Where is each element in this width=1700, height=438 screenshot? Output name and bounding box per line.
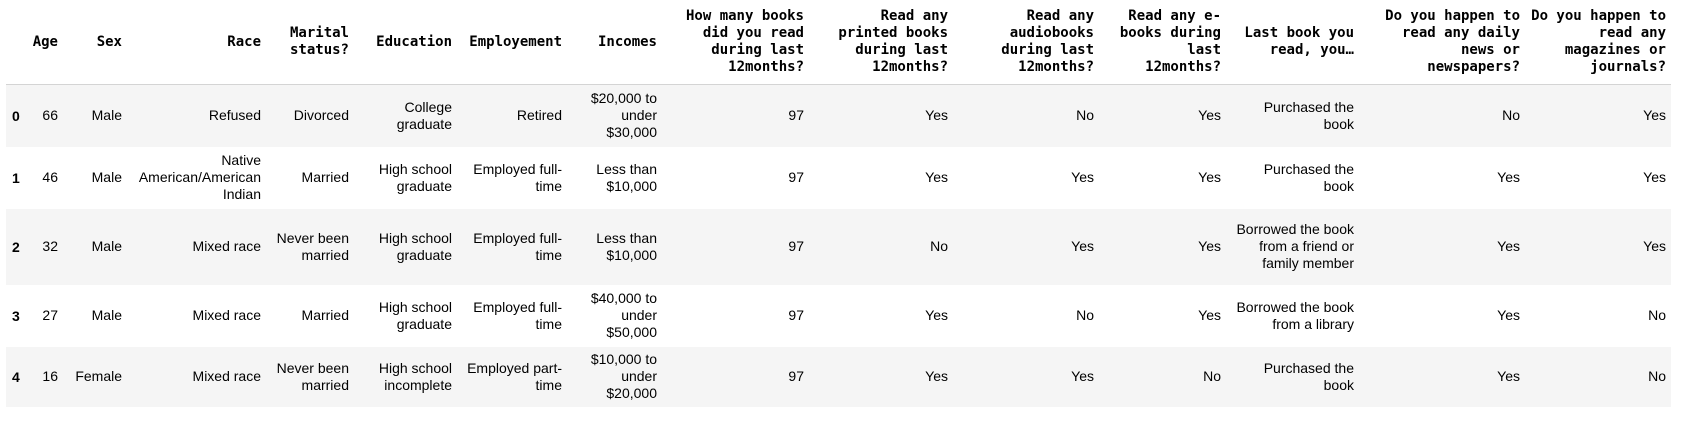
cell-audiobooks: No [1076, 107, 1094, 124]
dataframe-table: Age Sex Race Marital status? Education E… [6, 6, 1671, 407]
cell-ebooks: Yes [1198, 169, 1221, 185]
cell-audiobooks: Yes [1071, 368, 1094, 384]
cell-sex: Male [91, 107, 122, 124]
cell-last-book: Purchased the book [1263, 359, 1354, 393]
cell-daily-news: Yes [1497, 368, 1520, 384]
cell-audiobooks: Yes [1071, 169, 1094, 185]
cell-last-book: Borrowed the book from a library [1236, 298, 1354, 332]
cell-employement: Employed part-time [467, 359, 562, 393]
column-header-marital-status: Marital status? [266, 6, 354, 85]
cell-race: Refused [208, 107, 261, 124]
cell-daily-news: Yes [1497, 238, 1520, 254]
cell-daily-news: Yes [1497, 169, 1520, 185]
cell-employement: Retired [516, 107, 562, 124]
table-row: 4 16 Female Mixed race Never been marrie… [6, 346, 1671, 407]
cell-magazines: Yes [1643, 169, 1666, 185]
cell-incomes: Less than $10,000 [596, 229, 657, 263]
cell-employement: Employed full-time [473, 229, 562, 263]
cell-magazines: No [1648, 307, 1666, 323]
cell-sex: Female [75, 368, 122, 384]
cell-books-read: 97 [788, 238, 804, 254]
column-header-education: Education [354, 6, 457, 85]
cell-ebooks: Yes [1198, 107, 1221, 124]
cell-education: High school graduate [378, 160, 452, 194]
cell-last-book: Purchased the book [1263, 98, 1354, 132]
cell-education: High school graduate [378, 298, 452, 332]
cell-daily-news: Yes [1497, 307, 1520, 323]
cell-magazines: Yes [1643, 238, 1666, 254]
cell-marital-status: Never been married [276, 229, 349, 263]
cell-last-book: Borrowed the book from a friend or famil… [1236, 221, 1354, 271]
cell-printed-books: Yes [925, 169, 948, 185]
cell-magazines: No [1648, 368, 1666, 384]
cell-marital-status: Married [301, 169, 349, 185]
column-header-incomes: Incomes [567, 6, 662, 85]
cell-race: Mixed race [192, 307, 261, 323]
column-header-age: Age [26, 6, 63, 85]
column-header-employement: Employement [457, 6, 567, 85]
cell-employement: Employed full-time [473, 298, 562, 332]
cell-books-read: 97 [788, 169, 804, 185]
column-header-sex: Sex [63, 6, 127, 85]
cell-race: Mixed race [192, 238, 261, 254]
column-header-daily-news: Do you happen to read any daily news or … [1359, 6, 1525, 85]
cell-incomes: $20,000 to under $30,000 [590, 90, 657, 141]
table-row: 0 66 Male Refused Divorced College gradu… [6, 84, 1671, 147]
cell-employement: Employed full-time [473, 160, 562, 194]
cell-printed-books: Yes [925, 368, 948, 384]
cell-ebooks: No [1203, 368, 1221, 384]
column-header-audiobooks: Read any audiobooks during last 12months… [953, 6, 1099, 85]
cell-daily-news: No [1502, 107, 1520, 124]
column-header-race: Race [127, 6, 266, 85]
cell-age: 32 [42, 238, 58, 254]
dataframe-container: Age Sex Race Marital status? Education E… [6, 6, 1671, 407]
table-row: 1 46 Male Native American/American India… [6, 146, 1671, 209]
cell-marital-status: Divorced [293, 107, 349, 124]
cell-education: High school graduate [378, 229, 452, 263]
index-header [6, 6, 26, 85]
cell-incomes: $10,000 to under $20,000 [590, 351, 657, 401]
cell-books-read: 97 [788, 307, 804, 323]
cell-race: Native American/American Indian [138, 152, 261, 202]
row-index: 1 [12, 169, 20, 186]
column-header-books-read: How many books did you read during last … [662, 6, 809, 85]
cell-magazines: Yes [1643, 107, 1666, 124]
cell-printed-books: No [930, 238, 948, 254]
cell-books-read: 97 [788, 107, 804, 124]
table-row: 2 32 Male Mixed race Never been married … [6, 208, 1671, 285]
cell-audiobooks: Yes [1071, 238, 1094, 254]
row-index: 0 [12, 107, 20, 124]
column-header-printed-books: Read any printed books during last 12mon… [809, 6, 953, 85]
cell-sex: Male [91, 307, 122, 323]
cell-incomes: $40,000 to under $50,000 [590, 290, 657, 340]
cell-age: 66 [42, 107, 58, 124]
cell-marital-status: Never been married [276, 359, 349, 393]
column-header-magazines: Do you happen to read any magazines or j… [1525, 6, 1671, 85]
cell-books-read: 97 [788, 368, 804, 384]
cell-ebooks: Yes [1198, 307, 1221, 323]
table-row: 3 27 Male Mixed race Married High school… [6, 284, 1671, 347]
cell-audiobooks: No [1076, 307, 1094, 323]
cell-last-book: Purchased the book [1263, 160, 1354, 194]
cell-printed-books: Yes [925, 307, 948, 323]
cell-age: 46 [42, 169, 58, 185]
column-header-last-book: Last book you read, you… [1226, 6, 1359, 85]
cell-sex: Male [91, 169, 122, 185]
cell-marital-status: Married [301, 307, 349, 323]
cell-age: 16 [42, 368, 58, 384]
header-row: Age Sex Race Marital status? Education E… [6, 6, 1671, 85]
cell-education: College graduate [396, 98, 452, 132]
row-index: 3 [12, 307, 20, 324]
cell-incomes: Less than $10,000 [596, 160, 657, 194]
cell-ebooks: Yes [1198, 238, 1221, 254]
cell-race: Mixed race [192, 368, 261, 384]
cell-printed-books: Yes [925, 107, 948, 124]
column-header-ebooks: Read any e-books during last 12months? [1099, 6, 1226, 85]
cell-education: High school incomplete [378, 359, 452, 393]
row-index: 4 [12, 368, 20, 385]
cell-age: 27 [42, 307, 58, 323]
row-index: 2 [12, 238, 20, 255]
cell-sex: Male [91, 238, 122, 254]
